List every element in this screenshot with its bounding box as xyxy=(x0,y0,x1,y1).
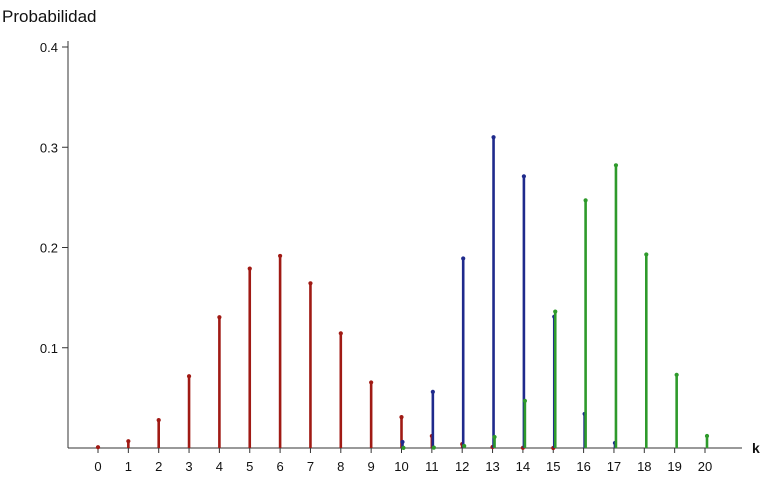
x-tick-label: 9 xyxy=(368,459,375,474)
x-ticks: 0 1 2 3 4 5 6 7 8 9 10 11 12 13 14 15 16 17 18 19 20 xyxy=(94,448,712,474)
y-ticks: 0.1 0.2 0.3 0.4 xyxy=(40,40,68,356)
x-tick-label: 3 xyxy=(185,459,192,474)
stem-point-green xyxy=(462,443,467,449)
stem-point-green xyxy=(583,198,588,203)
y-tick-label: 0.1 xyxy=(40,341,58,356)
y-axis-title: Probabilidad xyxy=(2,7,97,26)
x-tick-label: 0 xyxy=(94,459,101,474)
x-tick-label: 16 xyxy=(576,459,590,474)
stem-point-green xyxy=(674,372,679,377)
stem-point-blue xyxy=(400,439,405,445)
x-tick-label: 2 xyxy=(155,459,162,474)
stems xyxy=(95,135,710,451)
y-tick-label: 0.2 xyxy=(40,241,58,256)
x-tick-label: 4 xyxy=(216,459,223,474)
stem-point-red xyxy=(156,418,161,423)
axes xyxy=(67,41,742,449)
stem-point-red xyxy=(399,415,404,420)
stem-point-red xyxy=(95,445,101,450)
series-red xyxy=(95,253,556,451)
x-tick-label: 11 xyxy=(425,459,439,474)
series-green xyxy=(401,163,710,450)
stem-point-blue xyxy=(461,256,466,261)
stem-point-green xyxy=(431,445,436,450)
stem-point-green xyxy=(644,252,649,257)
stem-point-red xyxy=(338,331,343,336)
stem-point-red xyxy=(247,266,252,271)
stem-point-green xyxy=(401,445,406,450)
x-tick-label: 10 xyxy=(394,459,408,474)
y-tick-label: 0.3 xyxy=(40,140,58,155)
stem-point-red xyxy=(369,380,374,385)
stem-point-green xyxy=(492,434,497,440)
x-tick-label: 5 xyxy=(246,459,253,474)
x-tick-label: 7 xyxy=(307,459,314,474)
x-tick-label: 1 xyxy=(125,459,132,474)
stem-point-green xyxy=(553,309,558,314)
stem-point-red xyxy=(186,374,192,379)
stem-point-red xyxy=(308,281,313,286)
x-tick-label: 12 xyxy=(455,459,469,474)
y-tick-label: 0.4 xyxy=(40,40,58,55)
stem-point-blue xyxy=(521,174,527,179)
stem-point-red xyxy=(126,439,131,444)
x-tick-label: 18 xyxy=(637,459,651,474)
x-tick-label: 15 xyxy=(546,459,560,474)
x-tick-label: 17 xyxy=(607,459,621,474)
x-axis-title: k xyxy=(752,440,760,456)
x-tick-label: 8 xyxy=(337,459,344,474)
x-tick-label: 19 xyxy=(667,459,681,474)
x-tick-label: 14 xyxy=(516,459,530,474)
x-tick-label: 6 xyxy=(276,459,283,474)
x-tick-label: 13 xyxy=(485,459,499,474)
stem-point-green xyxy=(704,433,710,439)
stem-point-blue xyxy=(430,389,435,394)
stem-point-blue xyxy=(491,135,496,140)
stem-point-red xyxy=(278,253,283,259)
stem-point-green xyxy=(522,398,528,403)
x-tick-label: 20 xyxy=(698,459,712,474)
stem-point-green xyxy=(613,163,619,168)
stem-point-red xyxy=(217,315,222,320)
